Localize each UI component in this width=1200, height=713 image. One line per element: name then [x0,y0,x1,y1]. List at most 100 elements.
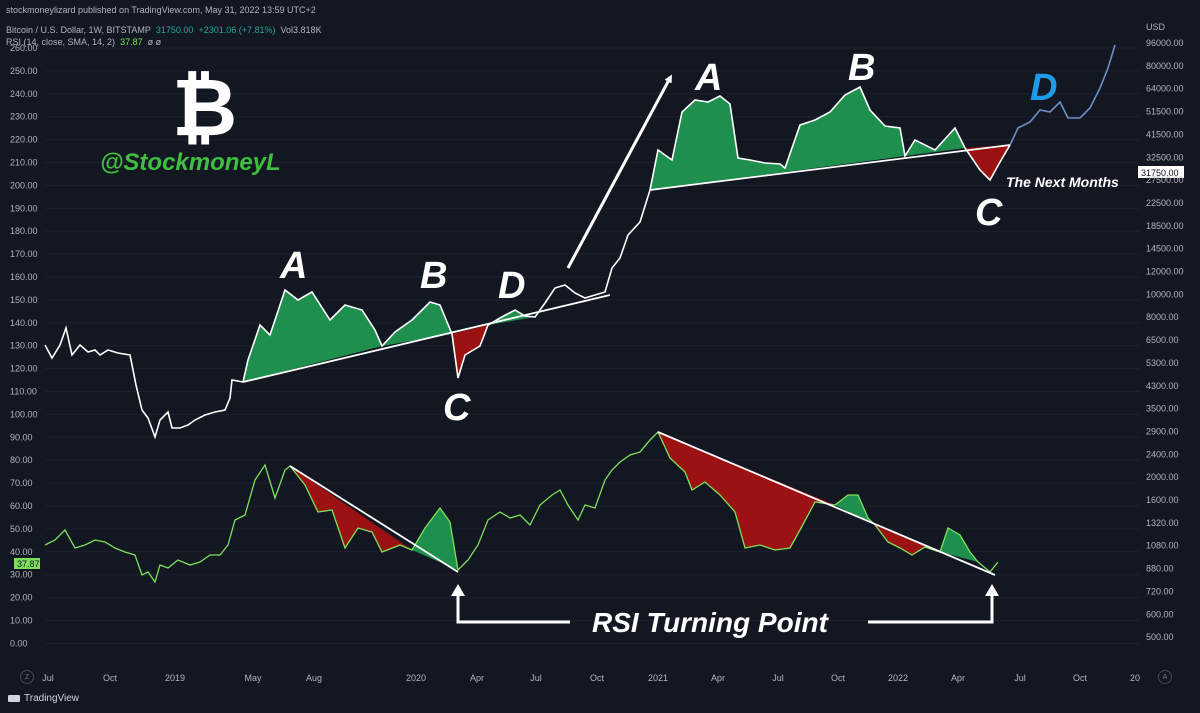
left-axis-tick: 80.00 [10,455,33,465]
symbol-name: Bitcoin / U.S. Dollar, 1W, BITSTAMP [6,25,151,35]
left-axis-tick: 240.00 [10,89,38,99]
price-axis-tick: 10000.00 [1146,289,1184,299]
time-axis-tick: Apr [711,673,725,683]
rsi-green-area-2 [835,495,875,525]
left-axis-tick: 40.00 [10,547,33,557]
price-trendline-2 [649,144,1011,191]
price-axis-tick: 720.00 [1146,586,1174,596]
left-axis-tick: 200.00 [10,180,38,190]
symbol-line: Bitcoin / U.S. Dollar, 1W, BITSTAMP 3175… [6,25,322,35]
price-green-area-2 [382,302,452,346]
wave-label-a1: A [279,245,307,287]
left-axis-tick: 220.00 [10,135,38,145]
time-axis-tick: Oct [590,673,605,683]
rsi-extra: ø ø [147,37,162,47]
left-axis-tick: 150.00 [10,295,38,305]
price-axis-tick: 880.00 [1146,564,1174,574]
wave-label-b2: B [848,47,875,89]
price-axis-tick: 12000.00 [1146,267,1184,277]
price-axis-tick: 2000.00 [1146,472,1179,482]
rsi-trendline-1 [289,465,459,573]
price-red-area-2 [965,145,1010,180]
rsi-tag-bg [14,558,40,569]
price-tag-bg [1138,166,1184,178]
left-axis-tick: 230.00 [10,112,38,122]
left-axis-tick: 140.00 [10,318,38,328]
auto-scale-button[interactable]: A [1158,670,1172,684]
left-axis-tick: 60.00 [10,501,33,511]
left-axis-tick: 20.00 [10,593,33,603]
impulse-arrow [566,74,672,269]
rsi-axis-label: 37.87 [17,559,40,569]
rsi-red-area-1 [290,466,412,552]
price-axis-tick: 32500.00 [1146,152,1184,162]
left-axis-tick: 190.00 [10,203,38,213]
corner-z-button[interactable]: Z [20,670,34,684]
footer-brand: TradingView [24,693,80,704]
left-axis-tick: 50.00 [10,524,33,534]
wave-label-d1: D [498,265,525,307]
price-axis-tick: 64000.00 [1146,84,1184,94]
price-axis-tick: 3500.00 [1146,404,1179,414]
rsi-value: 37.87 [120,37,143,47]
bracket-arrow-right [985,584,999,596]
left-axis-tick: 180.00 [10,226,38,236]
time-axis-tick: May [244,673,262,683]
wave-label-a2: A [694,57,722,99]
left-axis-tick: 100.00 [10,409,38,419]
rsi-red-area-2 [658,432,835,550]
time-axis-tick: Oct [831,673,846,683]
price-axis-tick: 2900.00 [1146,426,1179,436]
price-axis-tick: 1080.00 [1146,541,1179,551]
left-axis-tick: 70.00 [10,478,33,488]
rsi-line: RSI (14, close, SMA, 14, 2) 37.87 ø ø [6,37,161,47]
price-axis-tick: 96000.00 [1146,38,1184,48]
rsi-bracket [456,590,994,624]
price-axis-tick: 2400.00 [1146,449,1179,459]
left-axis-tick: 250.00 [10,66,38,76]
left-axis-tick: 30.00 [10,570,33,580]
trendlines [242,144,1011,576]
left-axis-tick: 130.00 [10,341,38,351]
left-axis-tick: 170.00 [10,249,38,259]
time-axis-tick: Aug [306,673,322,683]
price-axis-tick: 8000.00 [1146,312,1179,322]
price-axis-tick: 18500.00 [1146,221,1184,231]
left-axis-tick: 260.00 [10,43,38,53]
price-axis-tick: 500.00 [1146,632,1174,642]
time-axis-tick: Jul [1014,673,1026,683]
wave-labels: A B C D A B C D [279,47,1057,429]
rsi-green-area-3 [940,528,978,562]
time-axis-tick: 2021 [648,673,668,683]
time-axis-tick: Apr [470,673,484,683]
tradingview-icon [8,695,20,702]
price-axis-tick: 14500.00 [1146,244,1184,254]
price-axis-tick: 22500.00 [1146,198,1184,208]
last-price: 31750.00 [155,25,194,35]
time-axis-tick: Oct [1073,673,1088,683]
bitcoin-icon: ₿ [172,63,237,152]
time-axis-tick: 2019 [165,673,185,683]
publisher-line: stockmoneylizard published on TradingVie… [6,5,316,15]
author-handle: @StockmoneyL [100,149,281,176]
price-axis-tick: 6500.00 [1146,335,1179,345]
price-axis-tick: 1320.00 [1146,518,1179,528]
price-axis-tick: 80000.00 [1146,61,1184,71]
price-trendline-1 [242,294,611,383]
price-line [44,85,1011,440]
tradingview-logo: TradingView [8,693,79,704]
time-axis-tick: Jul [530,673,542,683]
rsi-green-area-1 [412,508,458,570]
projection-line [1009,44,1116,146]
left-axis-tick: 10.00 [10,616,33,626]
price-axis-tick: 5300.00 [1146,358,1179,368]
wave-label-b1: B [420,255,447,297]
price-green-area-4 [650,87,965,190]
volume: Vol3.818K [280,25,322,35]
time-axis-tick: 2020 [406,673,426,683]
bracket-arrow-left [451,584,465,596]
time-axis-tick: 2022 [888,673,908,683]
left-axis-tick: 110.00 [10,387,37,397]
next-months-label: The Next Months [1006,174,1119,190]
